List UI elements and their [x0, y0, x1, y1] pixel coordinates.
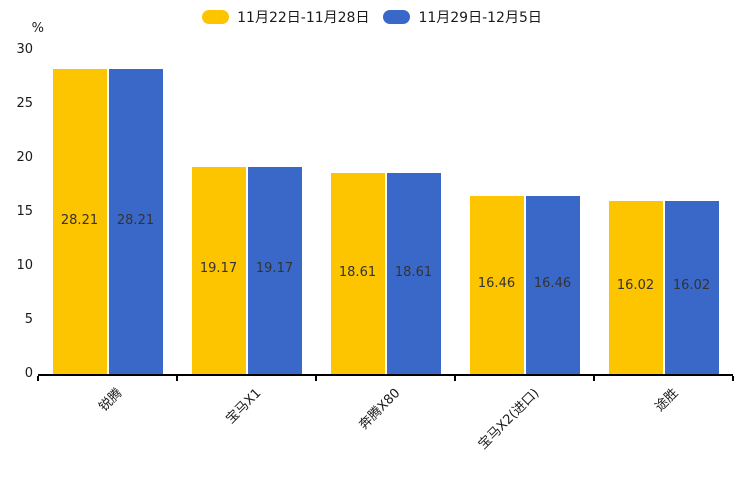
x-category-label: 途胜: [651, 385, 681, 415]
x-category-label: 宝马X1: [222, 385, 264, 427]
legend-swatch-week1: [202, 10, 230, 24]
bar-value-label: 16.02: [616, 278, 655, 294]
legend: 11月22日-11月28日 11月29日-12月5日: [0, 7, 744, 27]
legend-swatch-week2: [383, 10, 411, 24]
x-category-label: 锐腾: [95, 385, 125, 415]
legend-label-week1: 11月22日-11月28日: [237, 10, 370, 26]
y-tick-label: 20: [16, 150, 33, 165]
bar-value-label: 16.46: [533, 276, 572, 292]
bar-11月29日-12月5日-途胜: [664, 200, 719, 374]
y-tick-label: 25: [16, 96, 33, 111]
bar-value-label: 16.02: [672, 278, 711, 294]
legend-item-week1: 11月22日-11月28日: [202, 7, 369, 27]
bar-11月22日-11月28日-锐腾: [52, 69, 107, 374]
y-tick-label: 10: [16, 258, 33, 273]
bar-value-label: 19.17: [199, 261, 238, 277]
bar-value-label: 16.46: [477, 276, 516, 292]
bar-11月22日-11月28日-奔腾X80: [330, 173, 385, 374]
y-tick-label: 0: [24, 366, 33, 381]
bar-11月29日-12月5日-锐腾: [108, 69, 163, 374]
bar-value-label: 19.17: [255, 261, 294, 277]
x-axis-tick: [37, 376, 39, 381]
x-axis-tick: [176, 376, 178, 381]
x-category-label: 奔腾X80: [355, 385, 403, 433]
bar-11月22日-11月28日-宝马X2(进口): [469, 196, 524, 374]
y-tick-label: 15: [16, 204, 33, 219]
bar-11月29日-12月5日-宝马X2(进口): [525, 196, 580, 374]
x-category-label: 宝马X2(进口): [475, 385, 542, 453]
bar-value-label: 28.21: [116, 212, 155, 228]
bar-11月22日-11月28日-途胜: [608, 200, 663, 374]
x-axis-line: [38, 374, 733, 376]
legend-label-week2: 11月29日-12月5日: [418, 10, 542, 26]
x-axis-tick: [593, 376, 595, 381]
legend-item-week2: 11月29日-12月5日: [383, 7, 542, 27]
bar-11月22日-11月28日-宝马X1: [191, 166, 246, 374]
x-axis-tick: [454, 376, 456, 381]
bar-value-label: 18.61: [338, 264, 377, 280]
y-tick-label: 30: [16, 42, 33, 57]
bar-11月29日-12月5日-奔腾X80: [386, 173, 441, 374]
bar-value-label: 18.61: [394, 264, 433, 280]
y-tick-label: 5: [24, 312, 33, 327]
bar-value-label: 28.21: [60, 212, 99, 228]
bar-11月29日-12月5日-宝马X1: [247, 166, 302, 374]
x-axis-tick: [732, 376, 734, 381]
y-axis-unit-label: %: [31, 21, 44, 36]
x-axis-tick: [315, 376, 317, 381]
